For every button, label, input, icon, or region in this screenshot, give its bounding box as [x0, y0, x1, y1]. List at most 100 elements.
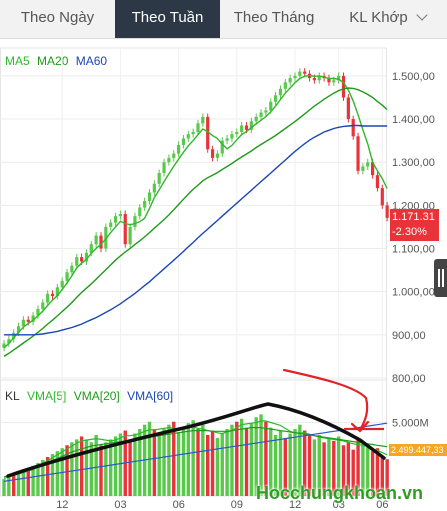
- candle-body: [225, 138, 229, 141]
- volume-bar: [99, 445, 103, 496]
- candle-body: [60, 280, 64, 288]
- volume-bar: [273, 434, 278, 496]
- candle-body: [50, 293, 55, 296]
- volume-bar: [2, 479, 6, 496]
- last-price-tag: 1.171.31 -2.30%: [390, 209, 439, 241]
- volume-bar: [332, 440, 336, 496]
- volume-type-label: KL Khớp: [349, 9, 408, 26]
- watermark: Hocchungkhoan.vn: [256, 483, 424, 503]
- volume-bar: [109, 439, 113, 496]
- candle-body: [147, 192, 152, 202]
- candle-body: [220, 140, 224, 154]
- candle-body: [327, 78, 331, 83]
- red-arrow-head: [350, 420, 370, 433]
- candle-body: [94, 235, 98, 245]
- candle-body: [230, 134, 234, 139]
- volume-bar: [341, 445, 346, 496]
- volume-bar: [312, 439, 317, 496]
- volume-bar: [278, 430, 283, 496]
- volume-bar: [259, 414, 263, 496]
- volume-bar: [167, 424, 171, 496]
- legend-vma20: VMA[20]: [73, 389, 120, 403]
- volume-bar: [196, 429, 200, 496]
- candle-body: [89, 244, 93, 253]
- tab-theo-ngay[interactable]: Theo Ngày: [20, 9, 95, 26]
- volume-bar: [283, 437, 287, 496]
- y-axis-labels: 1.500,001.400,001.300,001.200,001.100,00…: [392, 71, 435, 430]
- legend-ma60: MA60: [75, 54, 108, 68]
- candle-body: [206, 116, 210, 150]
- volume-bar: [186, 423, 190, 496]
- volume-bar: [361, 442, 365, 496]
- side-panel-handle[interactable]: [434, 259, 447, 297]
- volume-bar: [31, 465, 35, 496]
- volume-bar: [370, 451, 375, 496]
- volume-bar: [21, 470, 26, 496]
- candle-body: [133, 216, 137, 227]
- candle-body: [298, 71, 302, 76]
- volume-bar: [336, 436, 341, 496]
- x-tick-label: 06: [376, 499, 388, 511]
- period-tab-bar: Theo Ngày Theo Tuần Theo Tháng KL Khớp: [0, 0, 447, 39]
- volume-bar: [152, 429, 157, 496]
- volume-bar: [157, 433, 161, 496]
- volume-bar: [317, 434, 321, 496]
- candle-body: [196, 123, 200, 132]
- stock-chart[interactable]: 1.500,001.400,001.300,001.200,001.100,00…: [0, 38, 447, 511]
- candle-body: [65, 272, 69, 281]
- volume-bar: [244, 427, 249, 496]
- candle-body: [138, 207, 142, 217]
- volume-bar: [172, 421, 176, 496]
- candle-body: [12, 332, 16, 340]
- candle-body: [375, 175, 380, 189]
- volume-bar: [303, 430, 307, 496]
- volume-bar: [269, 427, 273, 496]
- candle-body: [143, 201, 147, 208]
- volume-bar: [128, 439, 132, 496]
- black-trend-line: [6, 402, 386, 478]
- volume-bar: [12, 473, 16, 496]
- candle-body: [249, 121, 253, 130]
- candle-body: [21, 319, 25, 327]
- candle-body: [332, 80, 336, 83]
- candle-body: [113, 216, 118, 223]
- vma-line-2: [3, 422, 388, 482]
- candle-body: [312, 78, 316, 81]
- x-tick-label: 03: [333, 499, 345, 511]
- volume-bar: [210, 430, 215, 496]
- price-tick-label: 1.100,00: [392, 244, 435, 256]
- volume-bar: [385, 459, 389, 496]
- volume-bar: [230, 424, 234, 496]
- volume-bar: [346, 442, 351, 496]
- tab-theo-tuan[interactable]: Theo Tuần: [115, 0, 220, 38]
- price-legend: MA5 MA20 MA60: [5, 54, 111, 68]
- price-candles: [2, 68, 389, 352]
- candle-body: [109, 222, 113, 227]
- candle-body: [210, 149, 215, 158]
- candle-body: [361, 166, 365, 171]
- candle-body: [201, 116, 205, 124]
- legend-vma60: VMA[60]: [127, 389, 174, 403]
- volume-bar: [75, 439, 79, 496]
- volume-bar: [225, 429, 229, 496]
- hand-drawn-annotations: [6, 368, 386, 478]
- candle-body: [118, 214, 122, 217]
- volume-bar: [50, 454, 55, 496]
- candle-body: [293, 75, 297, 79]
- volume-bar: [26, 468, 30, 496]
- price-tick-label: 1.000,00: [392, 287, 435, 299]
- candle-body: [356, 136, 360, 171]
- volume-type-dropdown[interactable]: KL Khớp: [328, 0, 447, 38]
- candle-body: [181, 138, 186, 145]
- legend-vma5: VMA[5]: [27, 389, 67, 403]
- candle-body: [16, 326, 21, 333]
- candle-body: [55, 287, 59, 296]
- candle-body: [172, 153, 176, 158]
- candle-body: [254, 116, 258, 122]
- volume-bar: [79, 436, 84, 496]
- legend-kl: KL: [5, 389, 20, 403]
- tab-theo-thang[interactable]: Theo Tháng: [233, 9, 315, 26]
- volume-bar: [41, 459, 45, 496]
- x-tick-label: 06: [173, 499, 185, 511]
- candle-body: [235, 132, 239, 135]
